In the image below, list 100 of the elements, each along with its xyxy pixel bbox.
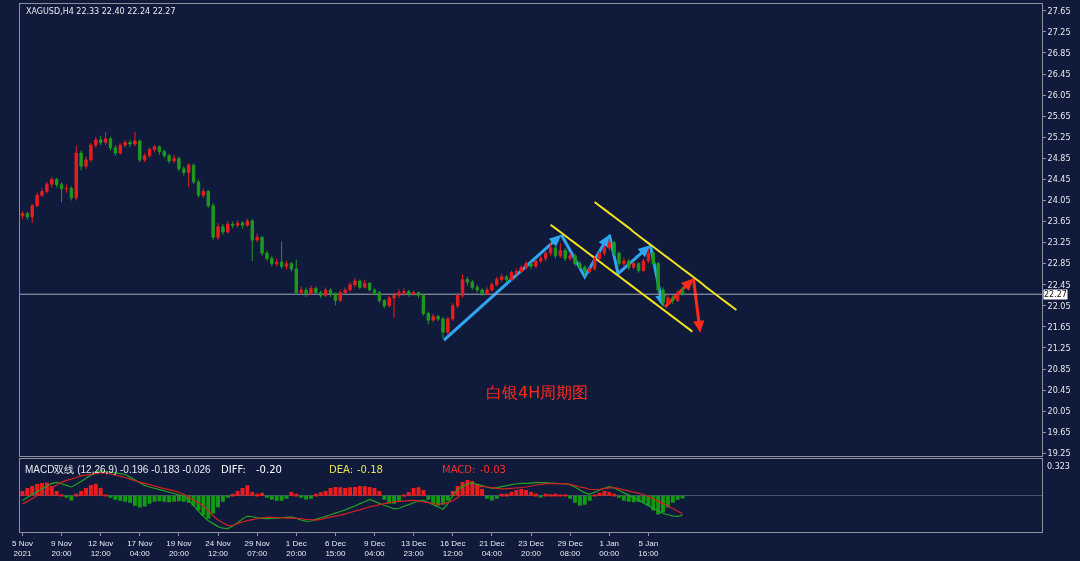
y-tick-label: 26.45: [1047, 69, 1071, 79]
candlestick: [255, 233, 259, 244]
candlestick: [553, 245, 558, 259]
x-tick-label: 17 Nov 04:00: [127, 538, 153, 558]
x-tick-label: 21 Dec 04:00: [479, 538, 505, 558]
x-tick-label: 23 Dec 20:00: [518, 538, 544, 558]
x-tick-label: 16 Dec 12:00: [440, 538, 466, 558]
y-tick-label: 25.65: [1047, 111, 1071, 121]
x-tick-label: 29 Nov 07:00: [244, 538, 270, 558]
candlestick: [79, 149, 83, 171]
candlestick: [558, 242, 563, 259]
x-tick-label: 24 Nov 12:00: [205, 538, 231, 558]
bar: [411, 487, 416, 496]
candlestick: [328, 287, 333, 298]
x-tick-label: 29 Dec 08:00: [557, 538, 583, 558]
chart-title: XAGUSD,H4 22.33 22.40 22.24 22.27: [26, 7, 176, 16]
candlestick: [240, 220, 245, 229]
candlestick: [304, 286, 308, 298]
candlestick: [216, 222, 220, 241]
candlestick: [671, 294, 675, 305]
candlestick: [529, 261, 533, 270]
candlestick: [284, 260, 289, 270]
annotation: -0.20: [256, 464, 282, 475]
candlestick: [499, 273, 504, 283]
candlestick: [250, 218, 254, 262]
x-tick-label: 12 Nov 12:00: [88, 538, 114, 558]
y-tick-label: 27.25: [1047, 27, 1071, 37]
annotation: MACD:: [442, 464, 476, 475]
bar: [568, 495, 573, 499]
candlestick: [201, 187, 206, 199]
candlestick: [113, 144, 118, 157]
bar: [367, 486, 372, 496]
x-tick-label: 5 Jan 16:00: [638, 538, 659, 558]
candlestick: [563, 247, 567, 262]
y-tick-label: 24.45: [1047, 175, 1071, 185]
candlestick: [676, 290, 680, 303]
candlestick: [299, 285, 303, 296]
y-tick-label: 21.65: [1047, 322, 1071, 332]
x-tick-label: 9 Dec 04:00: [364, 538, 386, 558]
y-tick-label: 20.45: [1047, 385, 1071, 395]
candlestick: [333, 292, 338, 306]
candlestick: [470, 279, 475, 291]
x-tick-label: 1 Jan 00:00: [599, 538, 620, 558]
candlestick: [20, 210, 25, 220]
candlestick: [309, 284, 313, 296]
annotation: -0.03: [480, 464, 506, 475]
bar: [113, 495, 118, 500]
candlestick: [548, 242, 553, 257]
candlestick: [372, 287, 377, 296]
candlestick: [103, 131, 108, 146]
y-tick-label: 20.85: [1047, 364, 1071, 374]
y-tick-label: 23.65: [1047, 217, 1071, 227]
y-tick-label: 21.25: [1047, 343, 1071, 353]
candlestick: [367, 281, 372, 293]
candlestick: [157, 145, 162, 156]
y-tick-label: 19.25: [1047, 449, 1071, 459]
candlestick: [636, 261, 641, 274]
candlestick: [363, 279, 367, 289]
candlestick: [465, 276, 470, 286]
candlestick: [275, 257, 279, 267]
y-tick-label: 20.05: [1047, 406, 1071, 416]
line-series: [593, 201, 738, 312]
candlestick: [431, 313, 435, 323]
candlestick: [152, 144, 157, 154]
candlestick: [187, 162, 191, 188]
y-tick-label: 26.05: [1047, 90, 1071, 100]
y-tick-label: 22.85: [1047, 259, 1071, 269]
bar: [20, 490, 25, 496]
bar: [147, 495, 152, 504]
candlestick: [509, 270, 514, 282]
candlestick: [666, 294, 670, 306]
candlestick: [221, 223, 225, 236]
bar: [333, 486, 338, 496]
bar: [426, 495, 431, 500]
y-tick-label: 22.05: [1047, 301, 1071, 311]
x-tick-label: 1 Dec 20:00: [285, 538, 307, 558]
candlestick: [646, 248, 651, 264]
candlestick: [631, 260, 636, 270]
text: 0.323: [1047, 462, 1070, 471]
candlestick: [74, 145, 78, 201]
candlestick: [226, 220, 230, 235]
candlestick: [622, 257, 626, 267]
candlestick: [358, 278, 362, 290]
bar: [225, 495, 230, 498]
y-tick-label: 24.05: [1047, 196, 1071, 206]
candlestick: [172, 154, 176, 164]
y-tick-label: 22.45: [1047, 280, 1071, 290]
chart-title: MACD双线 (12,26,9) -0.196 -0.183 -0.026: [25, 464, 212, 475]
candlestick: [128, 139, 132, 148]
y-tick-label: 24.85: [1047, 154, 1071, 164]
candlestick: [196, 178, 201, 199]
bar: [245, 485, 250, 496]
annotation: 白银4H周期图: [486, 383, 589, 402]
candlestick: [568, 252, 572, 262]
candlestick: [59, 181, 64, 203]
y-tick-label: 26.85: [1047, 48, 1071, 58]
candlestick: [592, 255, 597, 272]
x-tick-label: 5 Nov 2021: [11, 538, 33, 558]
candlestick: [407, 289, 411, 298]
x-tick-label: 19 Nov 20:00: [166, 538, 192, 558]
